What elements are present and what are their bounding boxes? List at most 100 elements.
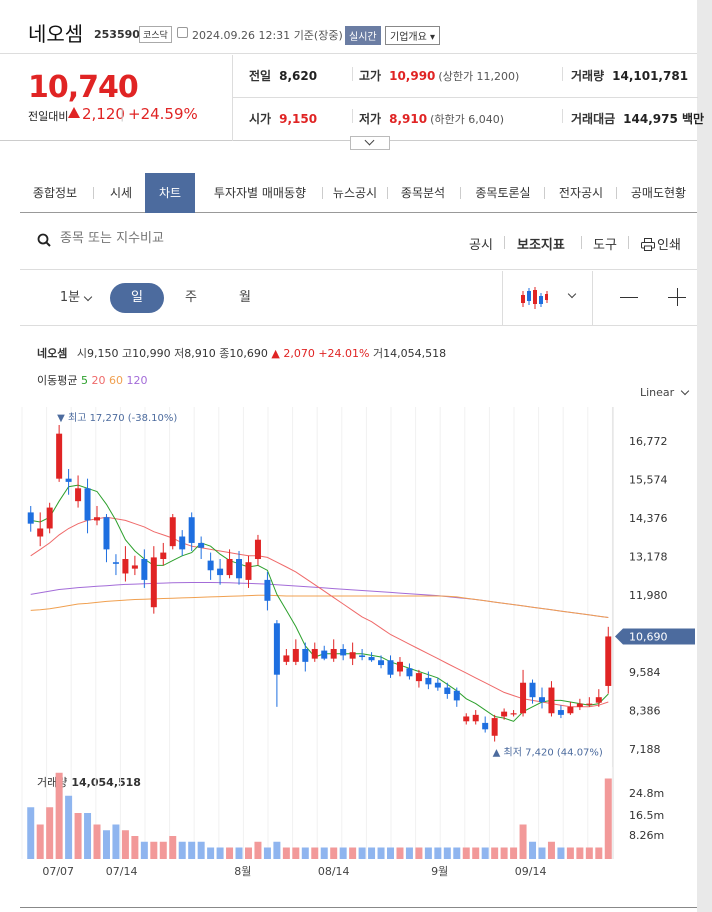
candle-body <box>217 568 224 576</box>
x-tick-label: 07/14 <box>106 865 138 878</box>
candle-body <box>103 517 110 550</box>
volume-bar <box>169 836 177 859</box>
volume-bar <box>216 847 224 859</box>
realtime-badge[interactable]: 실시간 <box>345 26 381 45</box>
candle-body <box>491 718 498 736</box>
volume-bar <box>282 847 290 859</box>
volume-bar <box>415 847 423 859</box>
volume-bar <box>472 847 480 859</box>
volume-bar <box>150 841 158 859</box>
compare-search-input[interactable] <box>60 231 360 246</box>
chart-area[interactable]: 네오셈 시9,150 고10,990 저8,910 종10,690 ▲ 2,07… <box>20 327 697 912</box>
volume-bar <box>207 847 215 859</box>
candle-body <box>463 716 470 722</box>
y-tick-label: 8,386 <box>629 705 661 718</box>
tab-analysis[interactable]: 종목분석 <box>400 186 446 200</box>
volume-bar <box>491 847 499 859</box>
tab-investor-trend[interactable]: 투자자별 매매동향 <box>213 186 307 200</box>
candlestick-type-icon[interactable] <box>520 285 548 311</box>
volume-bar <box>292 847 300 859</box>
tab-news[interactable]: 뉴스공시 <box>332 186 378 200</box>
volume-bar <box>349 847 357 859</box>
candle-body <box>311 648 318 659</box>
x-tick-label: 08/14 <box>318 865 350 878</box>
volume-bar <box>405 847 413 859</box>
volume-bar <box>604 778 612 859</box>
chart-type-chevron-icon[interactable] <box>567 289 577 299</box>
candle-body <box>425 677 432 685</box>
volume-bar <box>595 847 603 859</box>
period-day-button[interactable]: 일 <box>110 283 164 313</box>
volume-bar <box>84 813 92 859</box>
print-button[interactable]: 인쇄 <box>641 234 681 253</box>
volume-bar <box>273 841 281 859</box>
volume-tick-label: 24.8m <box>629 787 664 800</box>
tab-overview[interactable]: 종합정보 <box>32 186 78 200</box>
candle-body <box>567 706 574 714</box>
tab-disclosure[interactable]: 전자공시 <box>558 186 604 200</box>
volume-bar <box>244 847 252 859</box>
candle-body <box>254 539 261 560</box>
candle-body <box>84 488 91 521</box>
indicator-button[interactable]: 보조지표 <box>517 238 565 253</box>
caret-down-icon: ▾ <box>430 32 436 43</box>
up-triangle-icon <box>68 107 80 118</box>
scale-dropdown[interactable]: Linear <box>640 386 689 399</box>
volume-bar <box>254 841 262 859</box>
volume-bar <box>519 824 527 859</box>
candle-body <box>273 623 280 675</box>
max-price-label: ▼ 최고 17,270 (-38.10%) <box>57 412 177 424</box>
candle-body <box>444 687 451 694</box>
volume-bar <box>178 841 186 859</box>
candle-body <box>65 478 72 482</box>
tab-chart[interactable]: 차트 <box>145 173 195 213</box>
trade-volume: 거래량 14,101,781 <box>571 69 689 83</box>
tab-short-selling[interactable]: 공매도현황 <box>630 186 687 200</box>
stock-name: 네오셈 <box>28 22 84 46</box>
volume-tick-label: 8.26m <box>629 829 664 842</box>
ohlc-legend: 네오셈 시9,150 고10,990 저8,910 종10,690 ▲ 2,07… <box>37 347 447 360</box>
company-overview-dropdown[interactable]: 기업개요 ▾ <box>385 26 441 45</box>
volume-bar <box>301 847 309 859</box>
notice-button[interactable]: 공시 <box>469 238 493 253</box>
minute-dropdown[interactable]: 1분 <box>59 290 81 305</box>
moving-average-legend[interactable]: 이동평균 5 20 60 120 <box>37 374 148 387</box>
candle-body <box>510 713 517 715</box>
candle-body <box>548 687 555 714</box>
candle-body <box>340 648 347 656</box>
x-tick-label: 07/07 <box>42 865 74 878</box>
candle-body <box>576 703 583 707</box>
volume-bar <box>529 841 537 859</box>
tab-discussion[interactable]: 종목토론실 <box>475 186 531 200</box>
tools-button[interactable]: 도구 <box>593 238 617 253</box>
candle-body <box>387 660 394 675</box>
search-icon[interactable] <box>37 233 51 247</box>
zoom-out-button[interactable] <box>620 297 638 298</box>
volume-bar <box>131 836 139 859</box>
volume-bar <box>140 841 148 859</box>
volume-bar <box>453 847 461 859</box>
chevron-down-icon <box>680 386 689 396</box>
candle-body <box>141 559 148 580</box>
candle-body <box>406 668 413 677</box>
period-month-button[interactable]: 월 <box>239 290 251 305</box>
candle-body <box>453 690 460 701</box>
current-price: 10,740 <box>28 70 139 105</box>
candle-body <box>188 517 195 543</box>
candle-body <box>396 661 403 672</box>
low-price: 저가 8,910 (하한가 6,040) <box>359 112 504 126</box>
tab-price[interactable]: 시세 <box>109 186 133 200</box>
volume-bar <box>74 813 82 859</box>
expand-toggle-button[interactable] <box>350 135 390 150</box>
high-price: 고가 10,990 (상한가 11,200) <box>359 69 520 83</box>
chevron-down-icon <box>364 135 375 146</box>
candle-body <box>538 697 545 703</box>
candle-body <box>472 714 479 722</box>
period-week-button[interactable]: 주 <box>185 290 197 305</box>
divider: | <box>120 107 125 122</box>
candle-body <box>595 697 602 703</box>
candle-body <box>330 648 337 659</box>
volume-bar <box>339 847 347 859</box>
candle-body <box>520 682 527 714</box>
